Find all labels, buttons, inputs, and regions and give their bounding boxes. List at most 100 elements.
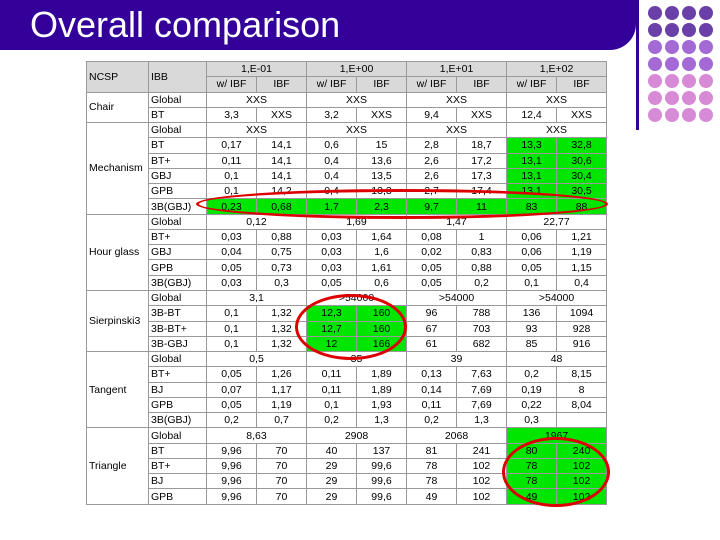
value-cell: 39 [406, 351, 508, 368]
value-cell: 70 [256, 473, 307, 490]
value-cell: >54000 [506, 289, 608, 307]
value-cell: XXS [506, 122, 608, 139]
comparison-table-wrap: NCSP IBB 1,E-01 1,E+00 1,E+01 1,E+02 w/ IBF IBF… [86, 60, 608, 505]
decorative-dot [665, 23, 679, 37]
decorative-dot [648, 74, 662, 88]
value-cell: 0,04 [206, 244, 257, 261]
decorative-dot [665, 74, 679, 88]
value-cell: 1,3 [355, 412, 408, 429]
value-cell [556, 412, 608, 429]
value-cell: 1,64 [355, 228, 408, 246]
value-cell: 67 [406, 320, 458, 337]
value-cell: 9,96 [206, 442, 257, 459]
ibb-cell: BT+ [148, 152, 207, 169]
header-ncsp: NCSP [86, 61, 149, 93]
value-cell: 0,3 [256, 274, 307, 291]
value-cell: 85 [506, 335, 558, 353]
header-row-groups: NCSP IBB 1,E-01 1,E+00 1,E+01 1,E+02 [86, 60, 608, 93]
value-cell: 1,93 [355, 396, 408, 414]
value-cell: 3,2 [306, 106, 357, 124]
value-cell: 0,11 [406, 396, 458, 414]
ibb-cell: 3B-BT+ [148, 320, 207, 337]
value-cell: 1,15 [556, 259, 608, 276]
ibb-cell: GPB [148, 488, 207, 505]
header-sub-ibf: IBF [456, 76, 508, 93]
value-cell: 8,15 [556, 366, 608, 383]
value-cell: 0,1 [306, 396, 357, 414]
header-group: 1,E+01 [406, 60, 508, 78]
decorative-dot [682, 91, 696, 105]
value-cell: 1,69 [305, 213, 408, 230]
value-cell: 3,3 [206, 106, 257, 124]
table-row: GPB 0,1 14,2 0,4 13,3 2,7 17,4 13,1 30,5 [87, 183, 608, 200]
value-cell: 1,21 [556, 228, 608, 246]
value-cell: 13,1 [506, 167, 558, 185]
value-cell: 18,7 [456, 137, 508, 154]
value-cell: 30,4 [556, 167, 608, 185]
value-cell: 29 [306, 488, 357, 505]
ibb-cell: GPB [148, 396, 207, 414]
value-cell: 8,63 [206, 427, 307, 444]
value-cell: 8 [556, 381, 608, 398]
value-cell: 0,12 [206, 213, 307, 230]
value-cell: 12 [306, 335, 357, 353]
value-cell: 8,04 [556, 396, 608, 414]
value-cell: 102 [456, 488, 508, 505]
value-cell: 0,05 [406, 274, 458, 291]
value-cell: 35 [305, 351, 408, 368]
table-row: GBJ 0,04 0,75 0,03 1,6 0,02 0,83 0,06 1,19 [87, 244, 608, 261]
header-group: 1,E-01 [206, 60, 307, 78]
value-cell: 3,1 [206, 289, 307, 307]
comparison-table: NCSP IBB 1,E-01 1,E+00 1,E+01 1,E+02 w/ IBF IBF… [86, 60, 608, 505]
table-row: BT 9,96 70 40 137 81 241 80 240 [87, 442, 608, 459]
value-cell: 17,4 [456, 183, 508, 200]
header-sub-with-ibf: w/ IBF [206, 76, 257, 93]
table-row: GPB 0,05 1,19 0,1 1,93 0,11 7,69 0,22 8,04 [87, 396, 608, 414]
value-cell: 0,2 [406, 412, 458, 429]
value-cell: 0,02 [406, 244, 458, 261]
value-cell: 0,23 [206, 198, 257, 215]
value-cell: 0,07 [206, 381, 257, 398]
ibb-cell: GPB [148, 259, 207, 276]
value-cell: 0,1 [206, 320, 257, 337]
value-cell: 0,14 [406, 381, 458, 398]
value-cell: 0,11 [306, 381, 357, 398]
ibb-cell: BT+ [148, 228, 207, 246]
section-label: Triangle [86, 427, 149, 505]
value-cell: 0,1 [206, 183, 257, 200]
table-row: 3B(GBJ) 0,03 0,3 0,05 0,6 0,05 0,2 0,1 0,4 [87, 274, 608, 291]
value-cell: 928 [556, 320, 608, 337]
ibb-cell: 3B(GBJ) [148, 198, 207, 215]
value-cell: 0,05 [406, 259, 458, 276]
value-cell: >54000 [305, 289, 408, 307]
value-cell: 788 [456, 305, 508, 322]
section-label: Tangent [86, 351, 149, 429]
value-cell: 160 [355, 320, 408, 337]
header-ibb: IBB [148, 61, 207, 93]
value-cell: 61 [406, 335, 458, 353]
value-cell: 0,1 [206, 167, 257, 185]
value-cell: XXS [456, 106, 508, 124]
decorative-dot [682, 6, 696, 20]
value-cell: 1,19 [256, 396, 307, 414]
value-cell: 29 [306, 473, 357, 490]
value-cell: 1,6 [355, 244, 408, 261]
value-cell: 1,61 [355, 259, 408, 276]
value-cell: 13,5 [355, 167, 408, 185]
decorative-dot [682, 74, 696, 88]
value-cell: XXS [206, 122, 307, 139]
header-sub-with-ibf: w/ IBF [406, 76, 458, 93]
table-row: GPB 0,05 0,73 0,03 1,61 0,05 0,88 0,05 1,15 [87, 259, 608, 276]
value-cell: 0,22 [506, 396, 558, 414]
decorative-dot [699, 91, 713, 105]
table-row: Sierpinski3 Global 3,1 >54000 >54000 >54000 [86, 289, 608, 353]
value-cell: 1,32 [256, 305, 307, 322]
value-cell: 0,05 [206, 259, 257, 276]
header-group: 1,E+00 [305, 60, 408, 78]
value-cell: 1,47 [406, 213, 508, 230]
value-cell: 0,03 [206, 228, 257, 246]
decorative-dot [699, 6, 713, 20]
decorative-dot [699, 74, 713, 88]
value-cell: 0,05 [206, 396, 257, 414]
value-cell: 15 [355, 137, 408, 154]
